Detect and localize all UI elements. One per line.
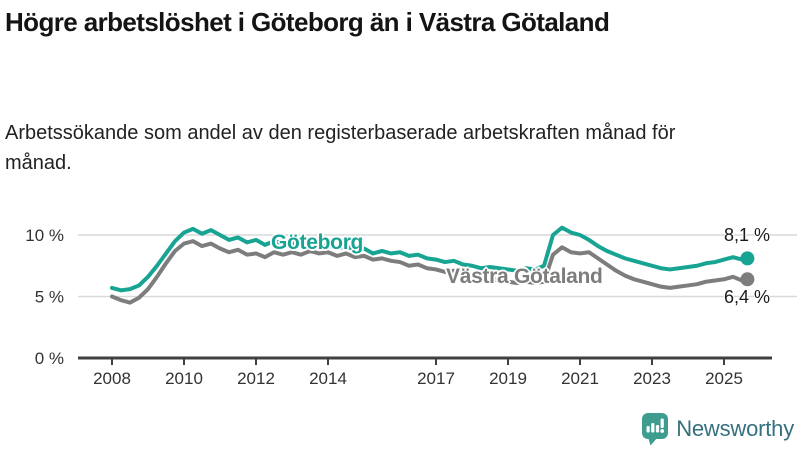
end-dot-vastra-gotaland (740, 272, 755, 287)
x-tick-label: 2010 (165, 369, 203, 388)
series-label-vastra-gotaland: Västra Götaland (446, 265, 603, 288)
x-tick-label: 2014 (309, 369, 347, 388)
page-title: Högre arbetslöshet i Göteborg än i Västr… (5, 7, 610, 37)
x-tick-label: 2023 (633, 369, 671, 388)
y-tick-label: 10 % (25, 226, 64, 245)
x-tick-label: 2025 (705, 369, 743, 388)
y-tick-label: 5 % (35, 288, 64, 307)
x-tick-label: 2008 (93, 369, 131, 388)
newsworthy-wordmark: Newsworthy (676, 416, 794, 441)
x-tick-label: 2021 (561, 369, 599, 388)
bar-chart-speech-bubble-icon (642, 413, 669, 446)
end-dot-goteborg (740, 251, 755, 266)
line-goteborg (110, 225, 750, 293)
y-tick-label: 0 % (35, 349, 64, 368)
end-value-vastra-gotaland: 6,4 % (723, 287, 770, 307)
line-vastra-gotaland (110, 239, 750, 305)
series-label-goteborg: Göteborg (271, 231, 364, 254)
x-tick-label: 2017 (417, 369, 455, 388)
end-value-goteborg: 8,1 % (723, 225, 770, 245)
x-tick-label: 2012 (237, 369, 275, 388)
newsworthy-logo[interactable]: Newsworthy (641, 412, 794, 446)
x-tick-label: 2019 (489, 369, 527, 388)
page-subtitle: Arbetssökande som andel av den registerb… (5, 122, 676, 174)
